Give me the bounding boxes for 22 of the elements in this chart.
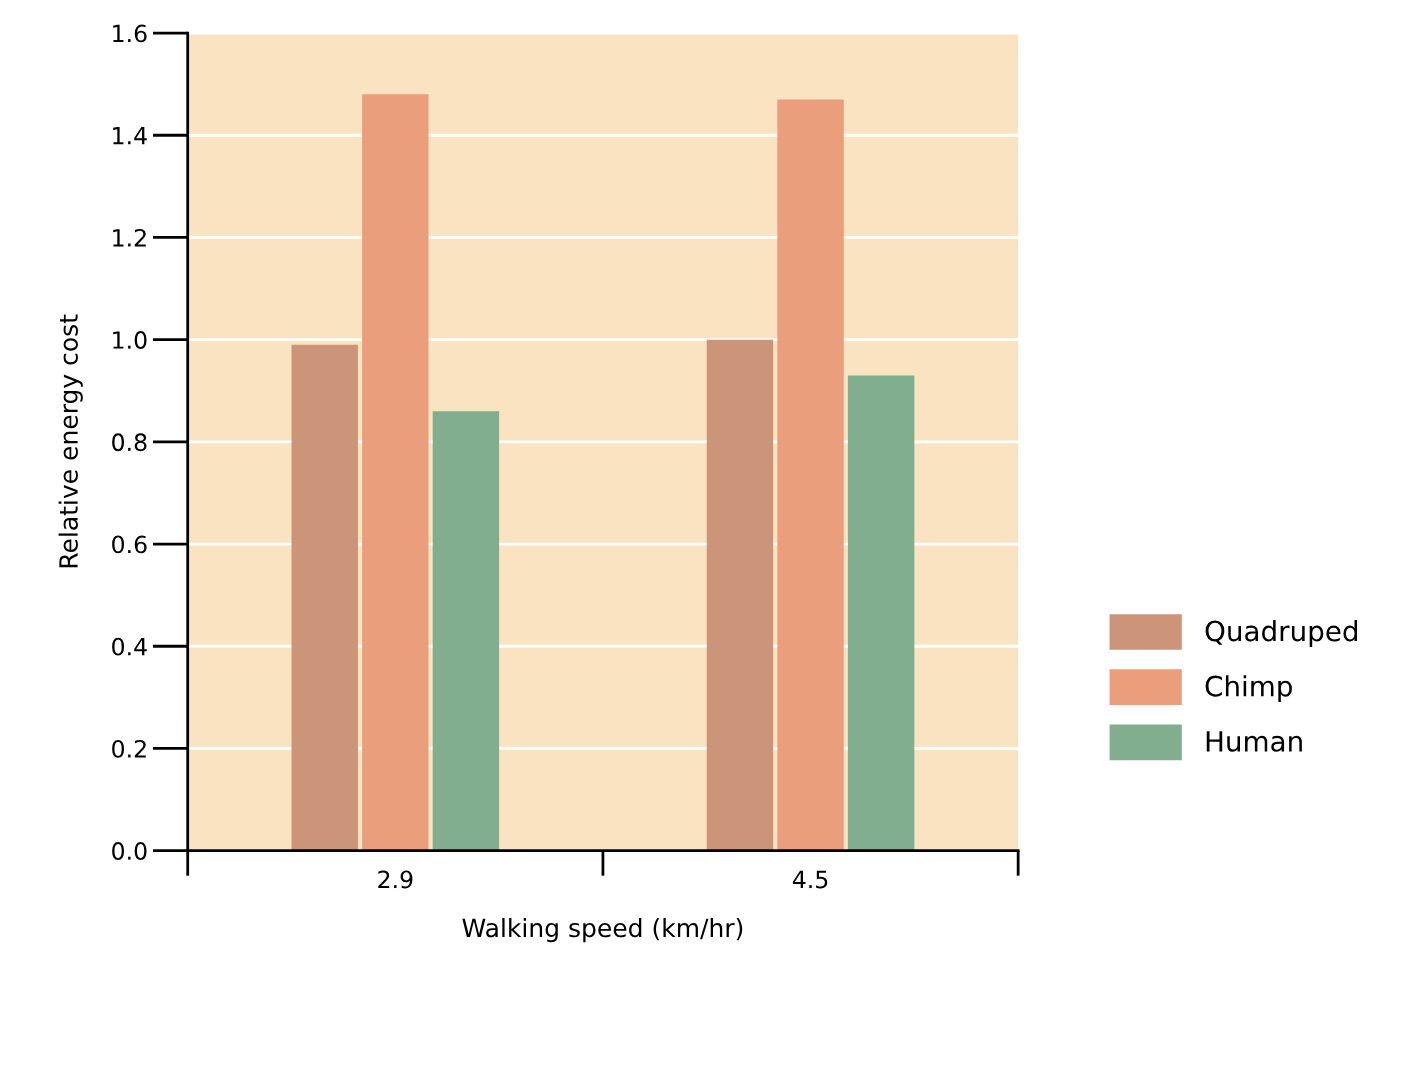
y-tick-label: 0.4 bbox=[112, 637, 147, 656]
legend-label: Human bbox=[1206, 731, 1302, 752]
y-tick-label: 0.0 bbox=[112, 842, 147, 860]
y-tick-label: 0.6 bbox=[112, 535, 147, 554]
bar bbox=[291, 344, 358, 851]
bar bbox=[432, 411, 500, 851]
bar bbox=[706, 339, 774, 851]
y-tick-label: 0.2 bbox=[112, 739, 146, 758]
bar bbox=[362, 94, 429, 851]
y-tick-label: 0.8 bbox=[112, 433, 147, 452]
y-tick-label: 1.4 bbox=[113, 127, 147, 145]
y-axis-title: Relative energy cost bbox=[58, 314, 83, 568]
x-tick-label: 4.5 bbox=[792, 870, 828, 889]
x-tick-label: 2.9 bbox=[378, 870, 413, 889]
bar bbox=[847, 375, 915, 851]
y-tick-label: 1.0 bbox=[113, 331, 147, 349]
y-tick-label: 1.6 bbox=[113, 24, 147, 43]
x-axis-title: Walking speed (km/hr) bbox=[462, 917, 743, 943]
legend-label: Chimp bbox=[1205, 675, 1292, 703]
bar bbox=[777, 99, 844, 851]
legend-label: Quadruped bbox=[1205, 620, 1358, 647]
y-tick-label: 1.2 bbox=[113, 228, 146, 247]
